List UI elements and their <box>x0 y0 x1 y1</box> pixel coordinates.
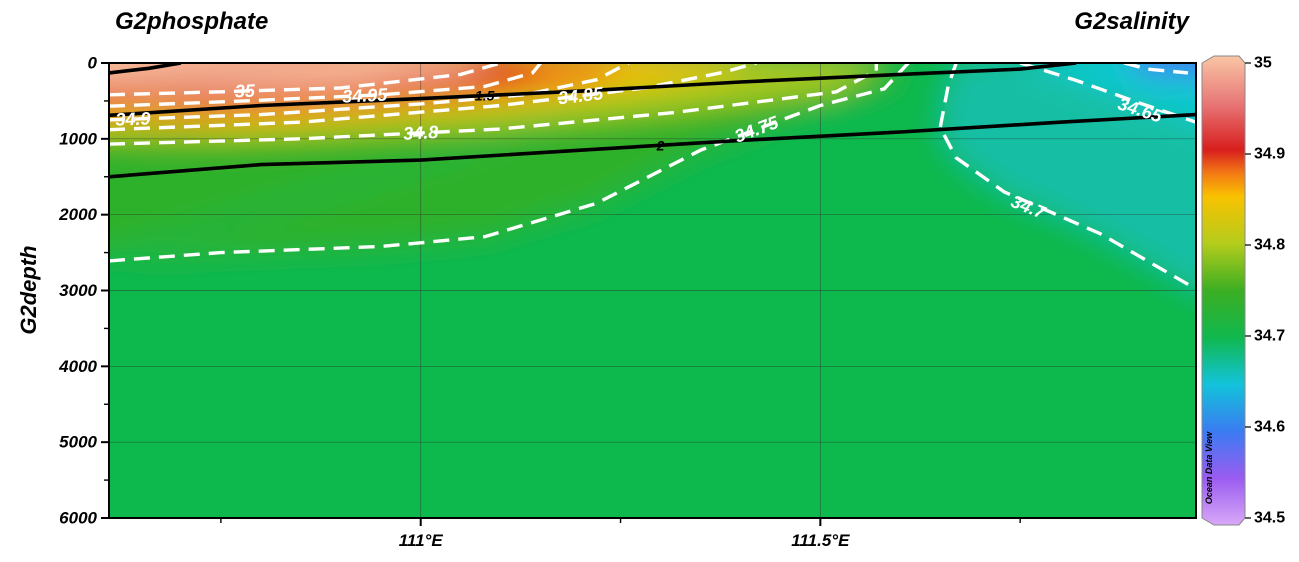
y-tick-label: 2000 <box>58 205 97 224</box>
salinity-contour <box>1019 63 1196 124</box>
ocean-data-view-watermark: Ocean Data View <box>1204 431 1214 504</box>
right-title: G2salinity <box>1074 8 1189 35</box>
salinity-contour-label: 34.9 <box>115 108 151 129</box>
left-title: G2phosphate <box>115 8 269 35</box>
salinity-contour <box>109 63 502 97</box>
y-tick-label: 3000 <box>59 281 97 300</box>
salinity-contour-label: 34.95 <box>342 85 389 107</box>
colorbar-tick-label: 35 <box>1254 55 1272 72</box>
salinity-contour-label: 35 <box>235 81 257 102</box>
y-tick-label: 6000 <box>59 509 97 528</box>
phosphate-contour <box>109 112 1196 179</box>
field-band-35 <box>109 63 501 95</box>
phosphate-contour <box>109 63 182 75</box>
field-band-34.63 <box>1020 63 1196 123</box>
x-tick-label: 111.5°E <box>791 531 850 550</box>
salinity-contour <box>109 63 757 132</box>
grid-lines <box>109 63 1196 518</box>
x-tick-label: 111°E <box>399 531 444 550</box>
salinity-contour <box>1123 63 1189 75</box>
colorbar-tick-label: 34.6 <box>1254 419 1285 436</box>
colorbar-tick-label: 34.5 <box>1254 510 1285 527</box>
salinity-contour <box>109 63 910 263</box>
phosphate-contour-label: 2 <box>656 137 665 153</box>
phosphate-contour <box>109 63 1077 118</box>
y-tick-label: 5000 <box>59 433 97 452</box>
y-tick-label: 0 <box>88 54 98 73</box>
colorbar-tick-label: 34.7 <box>1254 328 1285 345</box>
y-tick-label: 4000 <box>58 357 97 376</box>
axis-ticks: 0 1000 2000 3000 4000 5000 6000 111°E 111.5°E <box>58 54 1021 550</box>
y-axis-label: G2depth <box>16 245 41 334</box>
contour-lines <box>109 63 1196 291</box>
phosphate-contour-label: 1.5 <box>475 88 495 104</box>
salinity-contour <box>109 63 630 122</box>
colorbar-tick-label: 34.9 <box>1254 146 1285 163</box>
y-tick-label: 1000 <box>59 129 97 148</box>
colorbar: 35 34.9 34.8 34.7 34.6 34.5 <box>1201 55 1285 527</box>
salinity-contour <box>938 63 1196 291</box>
salinity-contour-label: 34.8 <box>403 122 439 144</box>
colorbar-tick-label: 34.8 <box>1254 237 1285 254</box>
salinity-contour <box>109 63 542 108</box>
